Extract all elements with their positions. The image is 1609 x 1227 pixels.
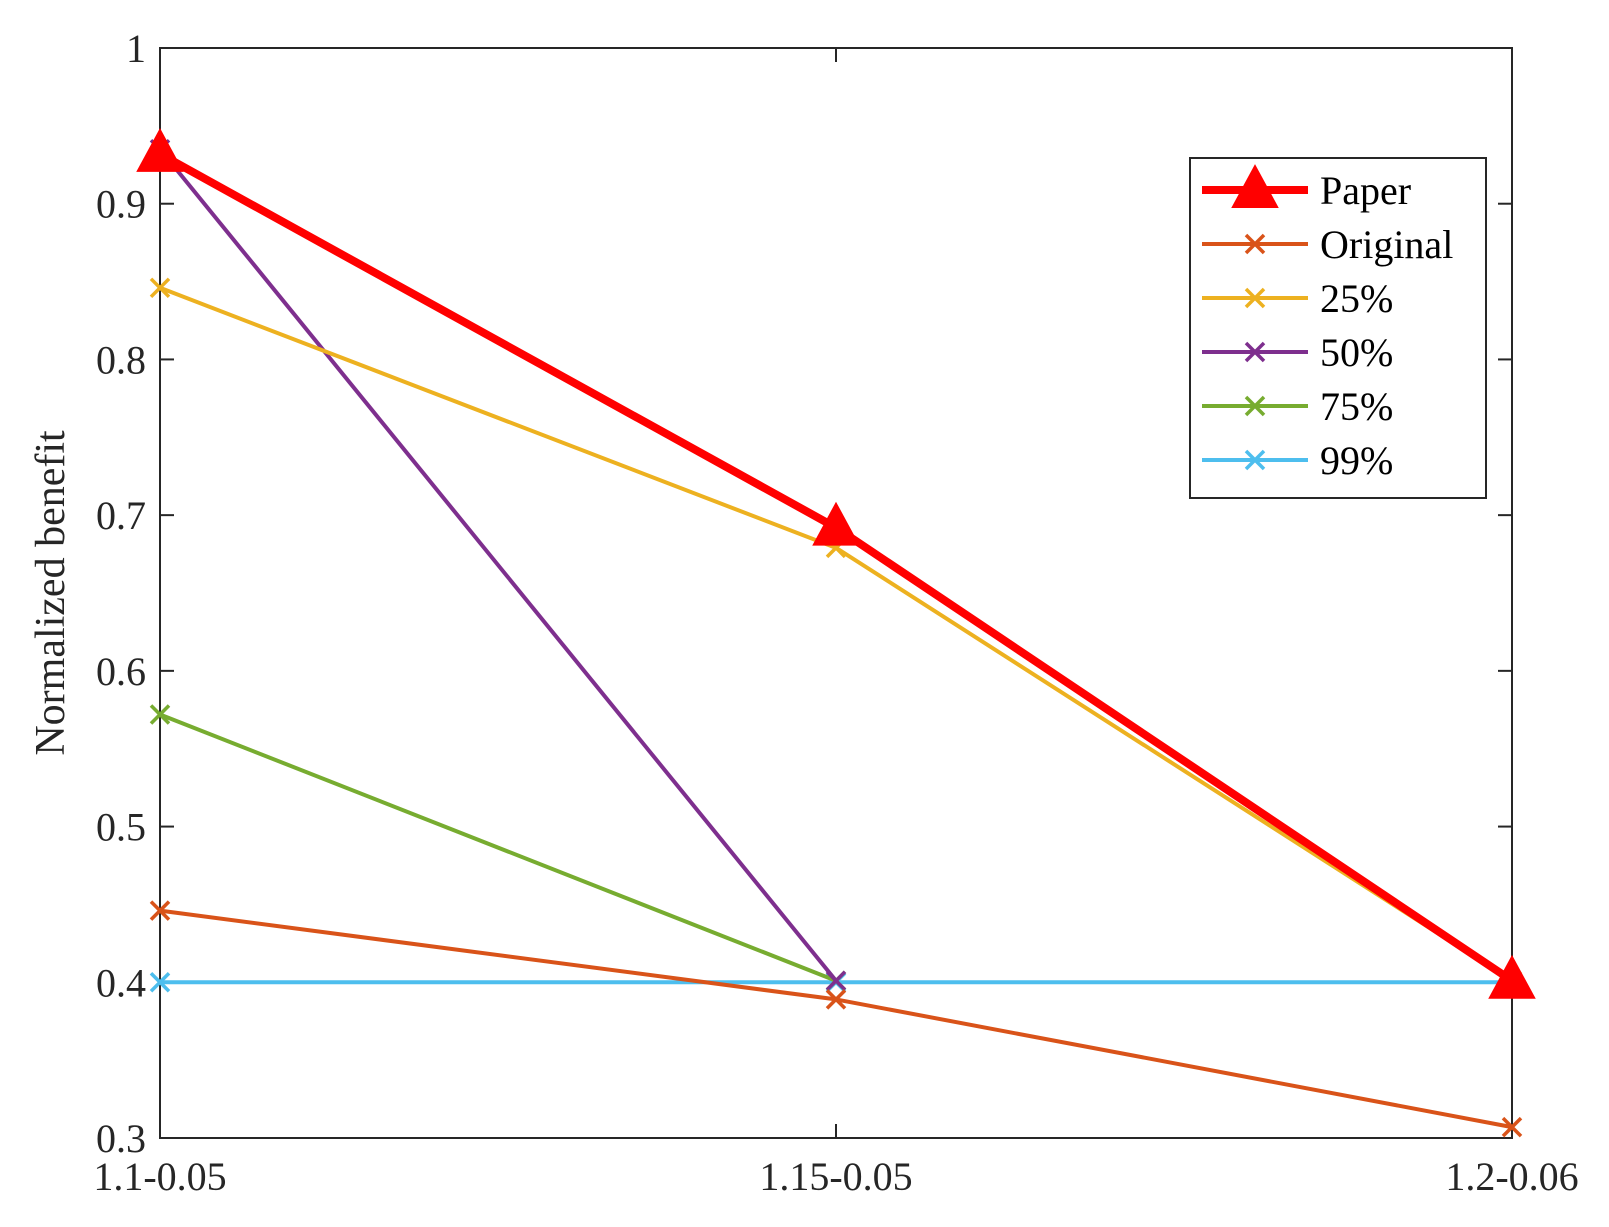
series-line <box>159 712 837 983</box>
x-tick-label: 1.15-0.05 <box>759 1154 912 1199</box>
y-tick-label: 0.9 <box>96 182 146 227</box>
x-marker <box>1244 395 1266 417</box>
y-tick-label: 0.8 <box>96 337 146 382</box>
y-tick-label: 0.6 <box>96 649 146 694</box>
legend-entry: Original <box>1202 222 1453 267</box>
triangle-marker <box>1231 164 1279 208</box>
legend-label: 50% <box>1320 330 1393 375</box>
legend-entry: 99% <box>1202 438 1393 483</box>
legend-label: Original <box>1320 222 1453 267</box>
x-marker <box>1244 341 1266 363</box>
x-marker <box>1244 287 1266 309</box>
y-tick-label: 0.3 <box>96 1116 146 1161</box>
series-line <box>158 147 838 982</box>
y-axis-label: Normalized benefit <box>28 430 74 756</box>
legend-label: 25% <box>1320 276 1393 321</box>
triangle-marker <box>136 127 184 172</box>
legend-label: 75% <box>1320 384 1393 429</box>
x-tick-label: 1.1-0.05 <box>93 1154 226 1199</box>
legend-entry: Paper <box>1202 164 1411 213</box>
x-marker <box>149 277 171 299</box>
series-paper <box>136 127 1536 999</box>
x-marker <box>1244 449 1266 471</box>
legend-entry: 50% <box>1202 330 1393 375</box>
triangle-marker <box>1488 954 1536 999</box>
series-layer <box>136 127 1536 1138</box>
y-axis: 0.3 0.4 0.5 0.6 0.7 0.8 0.9 1 <box>96 26 1512 1161</box>
x-marker <box>149 704 171 725</box>
triangle-marker <box>812 501 860 546</box>
legend: Paper Original 25% 50% 75% 99% <box>1189 157 1487 499</box>
series-original <box>149 900 1523 1138</box>
x-marker <box>1501 1116 1523 1138</box>
x-marker <box>825 989 847 1010</box>
x-marker <box>1244 233 1266 255</box>
y-tick-label: 0.7 <box>96 493 146 538</box>
legend-box <box>1189 157 1487 499</box>
legend-entry: 75% <box>1202 384 1393 429</box>
x-marker <box>825 970 847 991</box>
y-tick-label: 0.5 <box>96 805 146 850</box>
y-tick-label: 0.4 <box>96 960 146 1005</box>
x-marker <box>149 900 171 921</box>
x-axis: 1.1-0.05 1.15-0.05 1.2-0.06 <box>93 48 1579 1199</box>
legend-entry: 25% <box>1202 276 1393 321</box>
x-marker <box>149 972 171 993</box>
legend-label: 99% <box>1320 438 1393 483</box>
legend-label: Paper <box>1320 168 1411 213</box>
x-tick-label: 1.2-0.06 <box>1445 1154 1578 1199</box>
y-tick-label: 1 <box>126 26 146 71</box>
